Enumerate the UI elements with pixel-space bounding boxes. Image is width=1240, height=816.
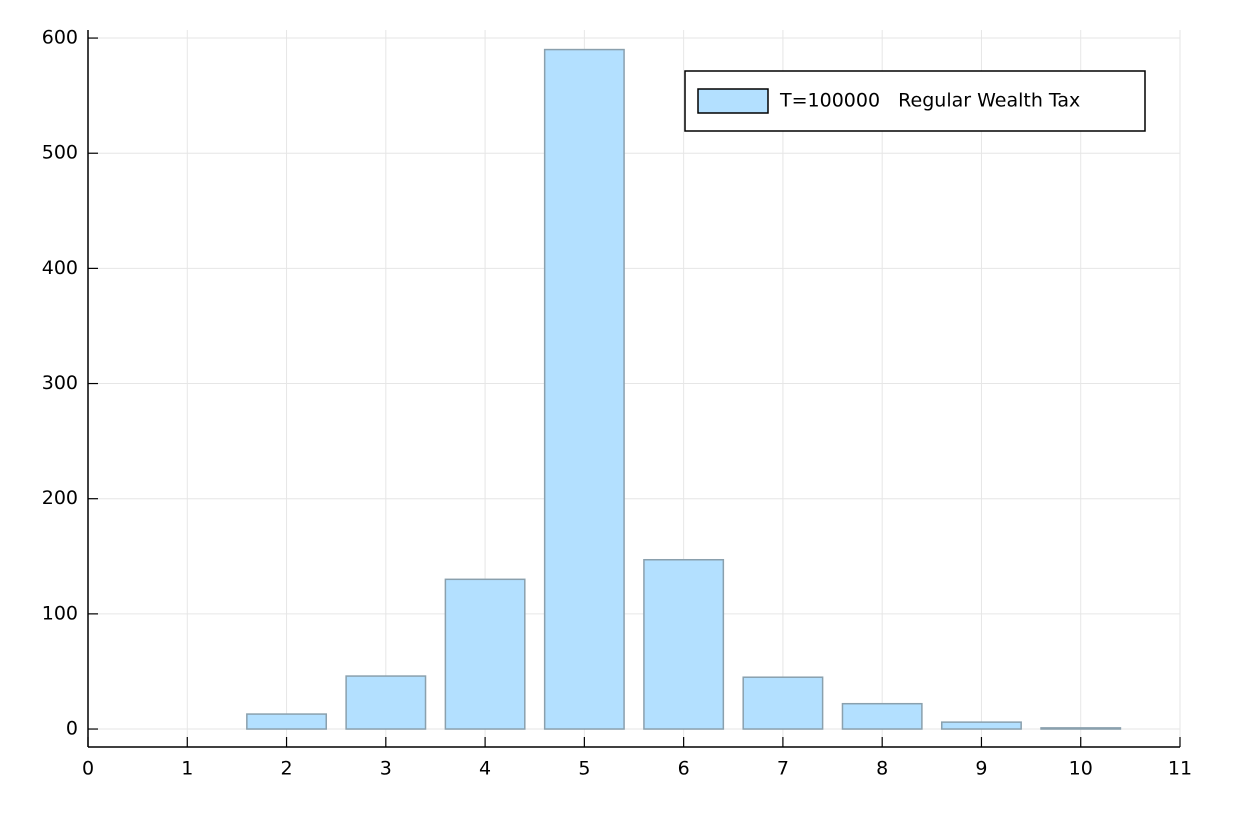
bar — [643, 558, 725, 730]
x-tick-label: 6 — [678, 758, 690, 780]
x-tick-label: 11 — [1168, 758, 1192, 780]
x-tick-label: 5 — [578, 758, 590, 780]
bar — [444, 578, 526, 730]
bar — [246, 713, 328, 730]
legend: T=100000 Regular Wealth Tax — [684, 70, 1146, 132]
legend-swatch — [697, 88, 769, 114]
x-tick-label: 2 — [280, 758, 292, 780]
x-tick-label: 0 — [82, 758, 94, 780]
bar — [742, 676, 824, 730]
y-tick-label: 600 — [42, 27, 78, 49]
x-tick-label: 8 — [876, 758, 888, 780]
x-tick-label: 4 — [479, 758, 491, 780]
y-tick-label: 300 — [42, 372, 78, 394]
x-tick-label: 1 — [181, 758, 193, 780]
x-tick-label: 7 — [777, 758, 789, 780]
x-tick-label: 9 — [975, 758, 987, 780]
y-tick-label: 100 — [42, 602, 78, 624]
x-tick-label: 3 — [380, 758, 392, 780]
x-tick-label: 10 — [1069, 758, 1093, 780]
y-tick-label: 200 — [42, 487, 78, 509]
bar — [841, 702, 923, 730]
bar — [345, 675, 427, 730]
y-tick-label: 400 — [42, 257, 78, 279]
legend-label: T=100000 Regular Wealth Tax — [779, 90, 1080, 112]
bar — [1040, 727, 1122, 730]
y-tick-label: 500 — [42, 142, 78, 164]
bar — [543, 48, 625, 730]
bar — [940, 721, 1022, 730]
y-tick-label: 0 — [66, 718, 78, 740]
